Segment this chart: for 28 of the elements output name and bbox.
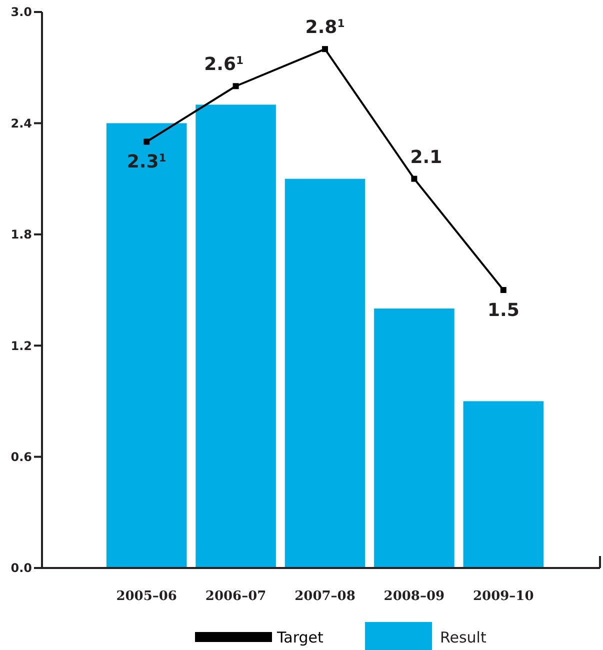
bar bbox=[463, 401, 544, 568]
data-label: 2.1 bbox=[410, 146, 442, 168]
bar bbox=[106, 123, 187, 568]
point bbox=[144, 138, 150, 145]
text: Target bbox=[276, 628, 324, 646]
x-tick-label: 2008–09 bbox=[384, 589, 445, 604]
y-tick-label: 0.6 bbox=[10, 450, 32, 464]
x-tick-label: 2005–06 bbox=[116, 589, 177, 604]
x-tick-label: 2009–10 bbox=[473, 589, 534, 604]
point bbox=[232, 83, 239, 90]
x-tick-label: 2007–08 bbox=[294, 589, 356, 604]
y-tick-label: 3.0 bbox=[10, 5, 32, 20]
data-label: 2.3$^{1}$ bbox=[126, 151, 166, 173]
legend-label: Result bbox=[440, 628, 486, 646]
point bbox=[411, 176, 418, 182]
bar bbox=[374, 308, 454, 568]
bar bbox=[284, 178, 366, 568]
x-tick-label: 2006–07 bbox=[205, 589, 266, 604]
y-tick-label: 1.2 bbox=[10, 338, 32, 353]
y-tick-label: 1.8 bbox=[10, 228, 32, 242]
y-tick-label: 2.4 bbox=[10, 116, 32, 130]
point bbox=[322, 46, 328, 52]
data-label: 2.6$^{1}$ bbox=[204, 54, 244, 76]
y-tick-label: 0.0 bbox=[10, 561, 32, 576]
point bbox=[500, 287, 506, 293]
data-label: 2.8$^{1}$ bbox=[305, 16, 345, 38]
data-label: 1.5 bbox=[487, 300, 520, 321]
bar bbox=[196, 104, 276, 568]
